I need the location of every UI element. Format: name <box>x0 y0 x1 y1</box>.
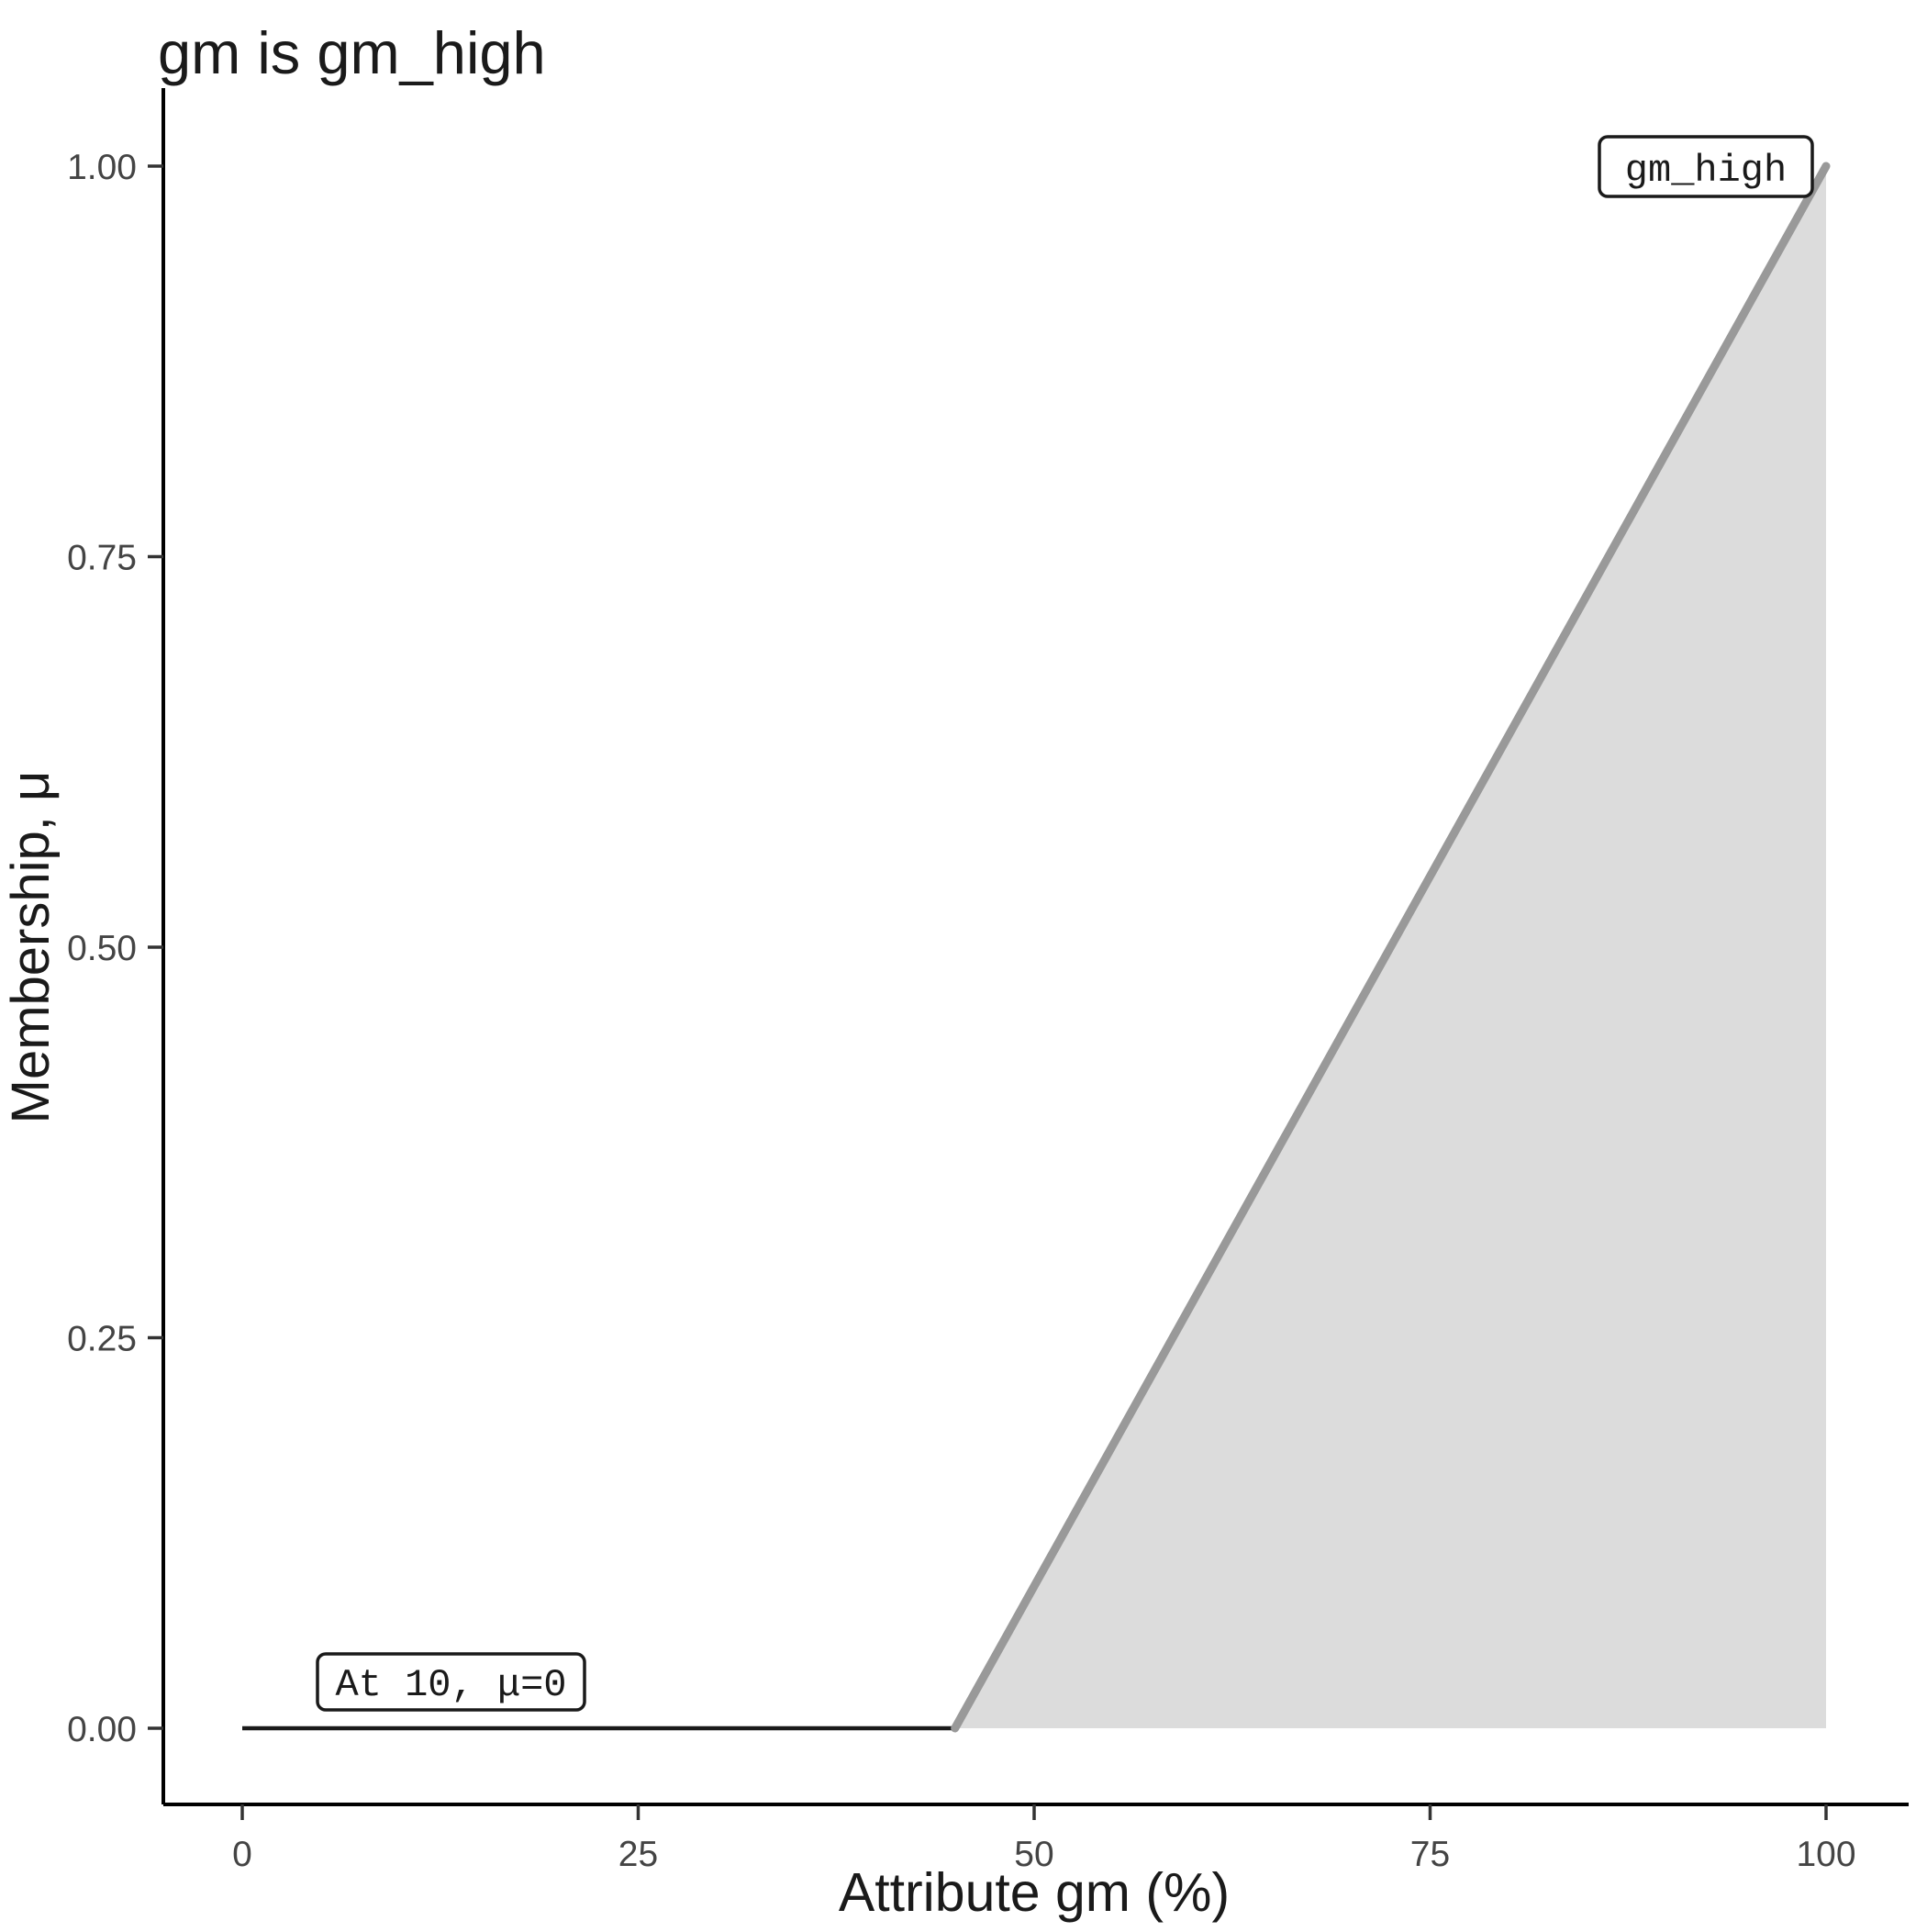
svg-text:0.50: 0.50 <box>67 929 137 968</box>
svg-text:75: 75 <box>1410 1835 1450 1874</box>
svg-text:gm_high: gm_high <box>1625 149 1787 193</box>
svg-text:0.00: 0.00 <box>67 1710 137 1749</box>
svg-text:0.25: 0.25 <box>67 1320 137 1359</box>
svg-text:0.75: 0.75 <box>67 539 137 578</box>
svg-text:100: 100 <box>1796 1835 1855 1874</box>
svg-text:At 10, μ=0: At 10, μ=0 <box>335 1663 566 1707</box>
svg-text:gm is gm_high: gm is gm_high <box>158 19 546 86</box>
svg-text:1.00: 1.00 <box>67 148 137 187</box>
svg-text:25: 25 <box>618 1835 658 1874</box>
svg-text:0: 0 <box>232 1835 252 1874</box>
svg-text:50: 50 <box>1014 1835 1053 1874</box>
svg-text:Membership, μ: Membership, μ <box>1 771 61 1124</box>
